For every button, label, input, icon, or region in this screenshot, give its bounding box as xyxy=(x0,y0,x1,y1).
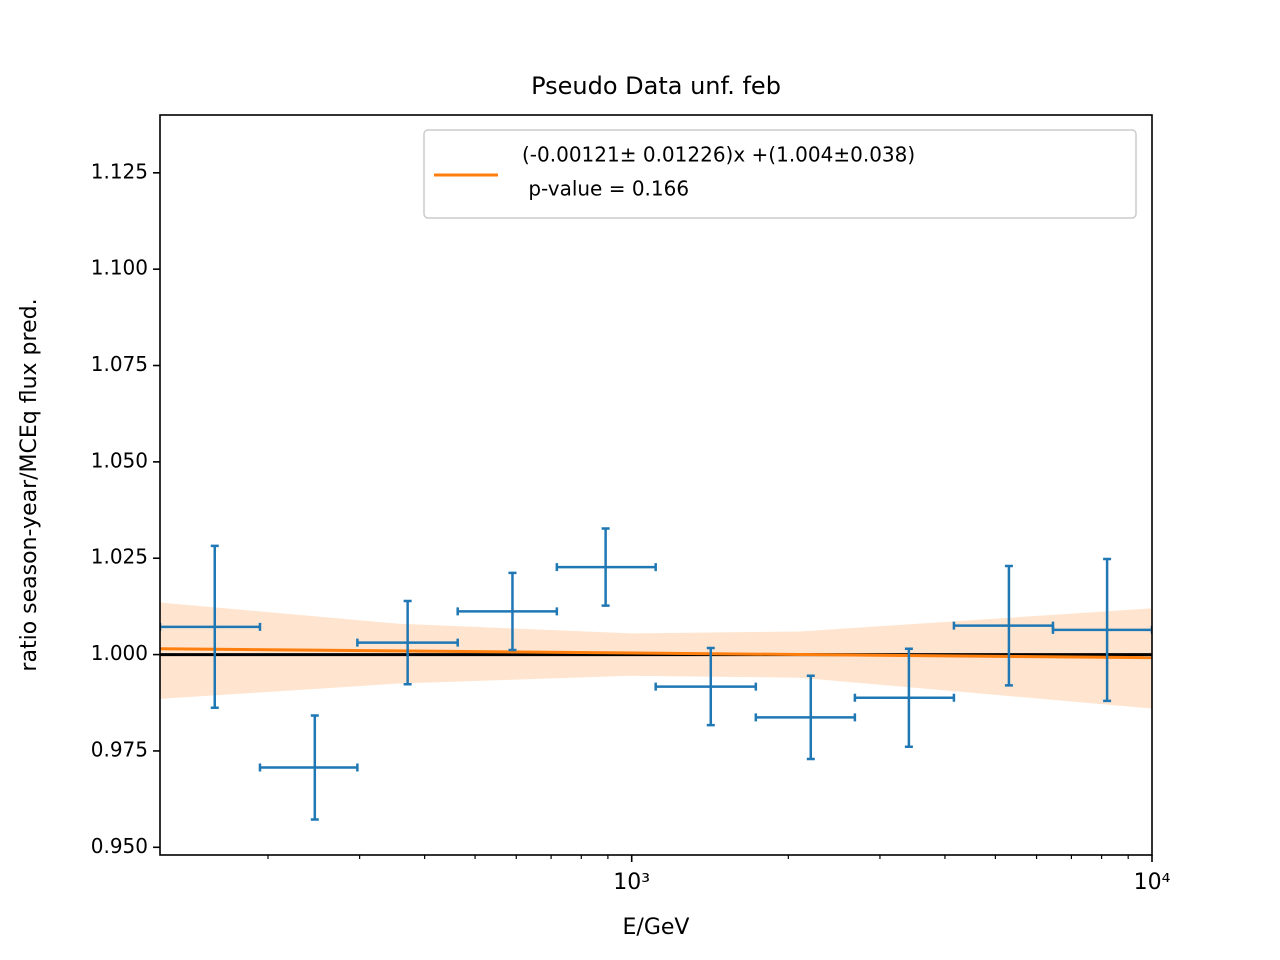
x-tick-label: 10⁴ xyxy=(1134,870,1171,895)
y-error-caps xyxy=(601,527,610,607)
y-tick-label: 1.000 xyxy=(91,641,148,665)
y-error-caps xyxy=(904,647,913,748)
legend-box xyxy=(423,129,1137,219)
x-error-caps xyxy=(754,713,857,722)
y-tick-label: 1.100 xyxy=(91,256,148,280)
y-tick-label: 1.050 xyxy=(91,448,148,472)
y-tick-label: 0.975 xyxy=(91,737,148,761)
y-error-caps xyxy=(1004,564,1013,687)
axes-frame xyxy=(159,114,1153,856)
y-axis-label: ratio season-year/MCEq flux pred. xyxy=(17,298,42,671)
y-tick-label: 1.125 xyxy=(91,159,148,183)
y-error-caps xyxy=(210,544,219,710)
y-tick-label: 1.075 xyxy=(91,352,148,376)
x-tick-label: 10³ xyxy=(613,870,650,895)
x-error-caps xyxy=(555,563,657,572)
plot-area xyxy=(160,527,1152,821)
x-error-caps xyxy=(853,693,956,702)
x-error-caps xyxy=(1051,625,1152,634)
x-error-caps xyxy=(356,638,459,647)
y-tick-label: 1.025 xyxy=(91,545,148,569)
x-error-caps xyxy=(654,682,758,691)
legend-label: (-0.00121± 0.01226)x +(1.004±0.038) xyxy=(522,143,915,167)
legend-label: p-value = 0.166 xyxy=(522,177,689,201)
x-error-caps xyxy=(160,622,262,631)
x-error-caps xyxy=(258,763,359,772)
x-axis-label: E/GeV xyxy=(623,915,690,940)
y-error-caps xyxy=(1103,557,1112,703)
y-error-caps xyxy=(403,599,412,686)
chart-title: Pseudo Data unf. feb xyxy=(531,72,781,100)
y-error-caps xyxy=(508,571,517,652)
y-error-caps xyxy=(310,714,319,821)
fit-line xyxy=(160,647,1152,660)
y-error-caps xyxy=(706,646,715,727)
x-error-caps xyxy=(456,607,559,616)
y-error-caps xyxy=(806,674,815,761)
y-tick-label: 0.950 xyxy=(91,834,148,858)
